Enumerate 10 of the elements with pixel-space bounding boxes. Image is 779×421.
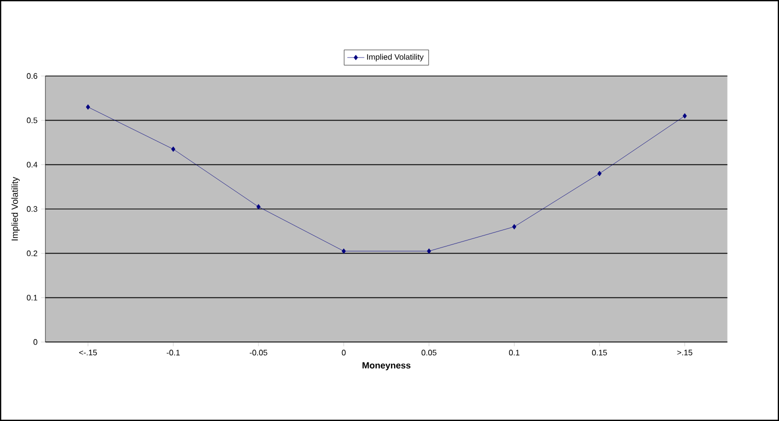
y-axis-title: Implied Volatility <box>11 176 20 240</box>
x-axis-title: Moneyness <box>362 362 410 370</box>
point <box>86 104 90 110</box>
point <box>512 224 516 230</box>
point <box>342 248 346 254</box>
point <box>171 146 176 152</box>
point <box>682 113 687 119</box>
point <box>597 170 602 176</box>
point <box>426 248 432 254</box>
point <box>256 204 261 210</box>
